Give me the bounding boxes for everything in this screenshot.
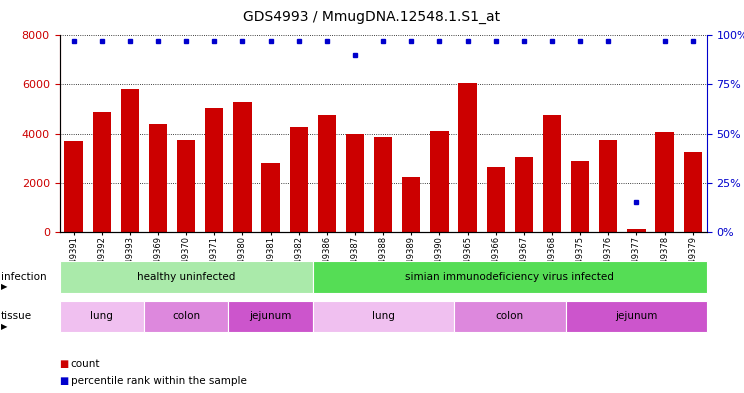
Text: jejunum: jejunum [615, 311, 658, 321]
Bar [65, 141, 83, 232]
Bar [543, 115, 561, 232]
Bar [487, 167, 505, 232]
Text: jejunum: jejunum [249, 311, 292, 321]
Bar [318, 115, 336, 232]
Text: ■: ■ [60, 358, 68, 369]
Text: infection: infection [1, 272, 46, 282]
Bar [177, 140, 196, 232]
Text: count: count [71, 358, 100, 369]
Bar [205, 108, 223, 232]
Text: lung: lung [372, 311, 394, 321]
Bar [458, 83, 477, 232]
Bar [599, 140, 618, 232]
Bar [234, 102, 251, 232]
Text: tissue: tissue [1, 311, 32, 321]
Text: ▶: ▶ [1, 283, 7, 291]
Text: percentile rank within the sample: percentile rank within the sample [71, 376, 246, 386]
Text: lung: lung [90, 311, 113, 321]
Bar [430, 131, 449, 232]
Bar [92, 112, 111, 232]
Bar [346, 134, 364, 232]
Text: ■: ■ [60, 376, 68, 386]
Text: colon: colon [172, 311, 200, 321]
Bar [121, 90, 139, 232]
Bar [515, 157, 533, 232]
Bar [261, 163, 280, 232]
Text: healthy uninfected: healthy uninfected [137, 272, 235, 282]
Text: ▶: ▶ [1, 322, 7, 331]
Text: simian immunodeficiency virus infected: simian immunodeficiency virus infected [405, 272, 615, 282]
Bar [571, 161, 589, 232]
Text: GDS4993 / MmugDNA.12548.1.S1_at: GDS4993 / MmugDNA.12548.1.S1_at [243, 10, 501, 24]
Bar [684, 152, 702, 232]
Bar [627, 230, 646, 232]
Bar [289, 127, 308, 232]
Bar [403, 176, 420, 232]
Text: colon: colon [496, 311, 524, 321]
Bar [655, 132, 674, 232]
Bar [149, 124, 167, 232]
Bar [374, 137, 392, 232]
